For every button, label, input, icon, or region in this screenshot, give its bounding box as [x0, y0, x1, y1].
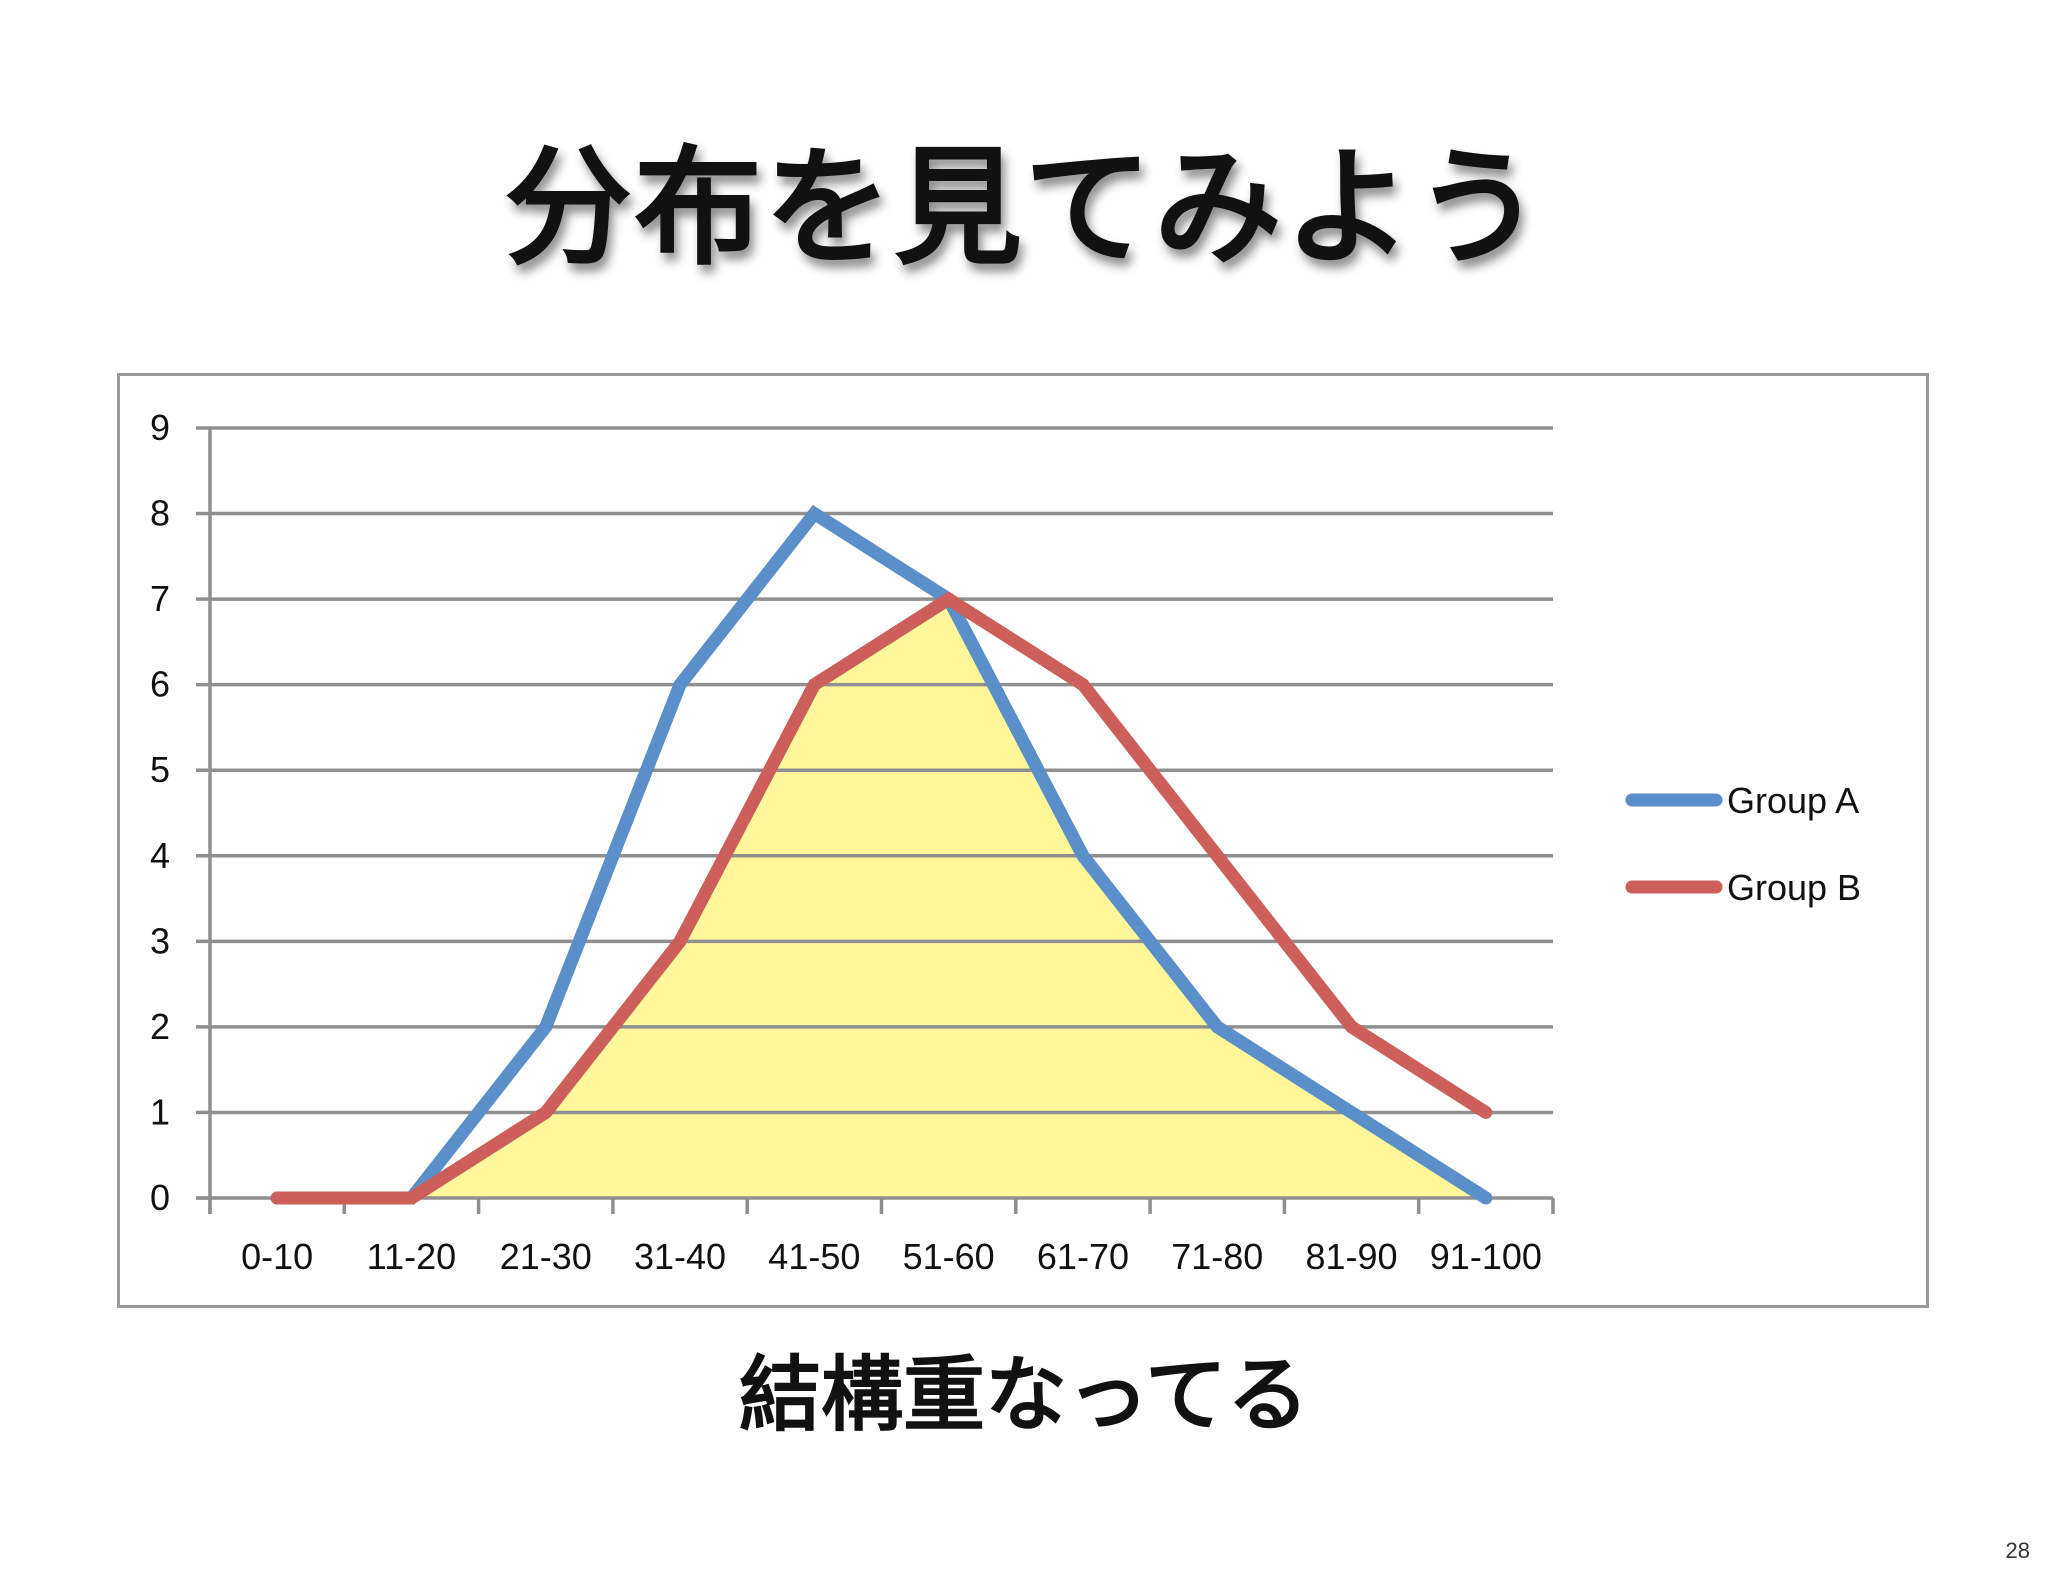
series-line-group-a [270, 504, 1493, 1205]
x-tick-label: 71-80 [1171, 1236, 1263, 1277]
y-tick-label: 8 [150, 493, 170, 534]
y-tick-label: 1 [150, 1091, 170, 1132]
overlap-area [277, 599, 1486, 1198]
x-tick-label: 81-90 [1306, 1236, 1398, 1277]
x-tick-label: 51-60 [903, 1236, 995, 1277]
legend-label: Group B [1727, 867, 1861, 908]
y-tick-label: 4 [150, 835, 170, 876]
x-tick-label: 11-20 [367, 1236, 456, 1277]
x-tick-label: 21-30 [500, 1236, 592, 1277]
x-tick-label: 31-40 [634, 1236, 726, 1277]
x-tick-label: 0-10 [241, 1236, 313, 1277]
y-tick-label: 6 [150, 664, 170, 705]
y-tick-label: 2 [150, 1006, 170, 1047]
y-tick-label: 9 [150, 407, 170, 448]
series-line-group-b [270, 591, 1493, 1205]
legend-label: Group A [1727, 780, 1859, 821]
overlap-area-layer [277, 599, 1486, 1198]
x-tick-label: 61-70 [1037, 1236, 1129, 1277]
x-tick-label: 91-100 [1430, 1236, 1542, 1277]
x-tick-label: 41-50 [768, 1236, 860, 1277]
series-lines [270, 504, 1493, 1205]
y-tick-label: 0 [150, 1177, 170, 1218]
y-tick-label: 7 [150, 578, 170, 619]
slide-subtitle: 結構重なってる [739, 1348, 1309, 1443]
slide-title: 分布を見てみよう [503, 134, 1544, 283]
gridlines [210, 426, 1553, 1115]
page-number: 28 [2005, 1538, 2030, 1563]
y-tick-label: 5 [150, 749, 170, 790]
y-tick-label: 3 [150, 920, 170, 961]
legend: Group A Group B [1625, 780, 1861, 908]
